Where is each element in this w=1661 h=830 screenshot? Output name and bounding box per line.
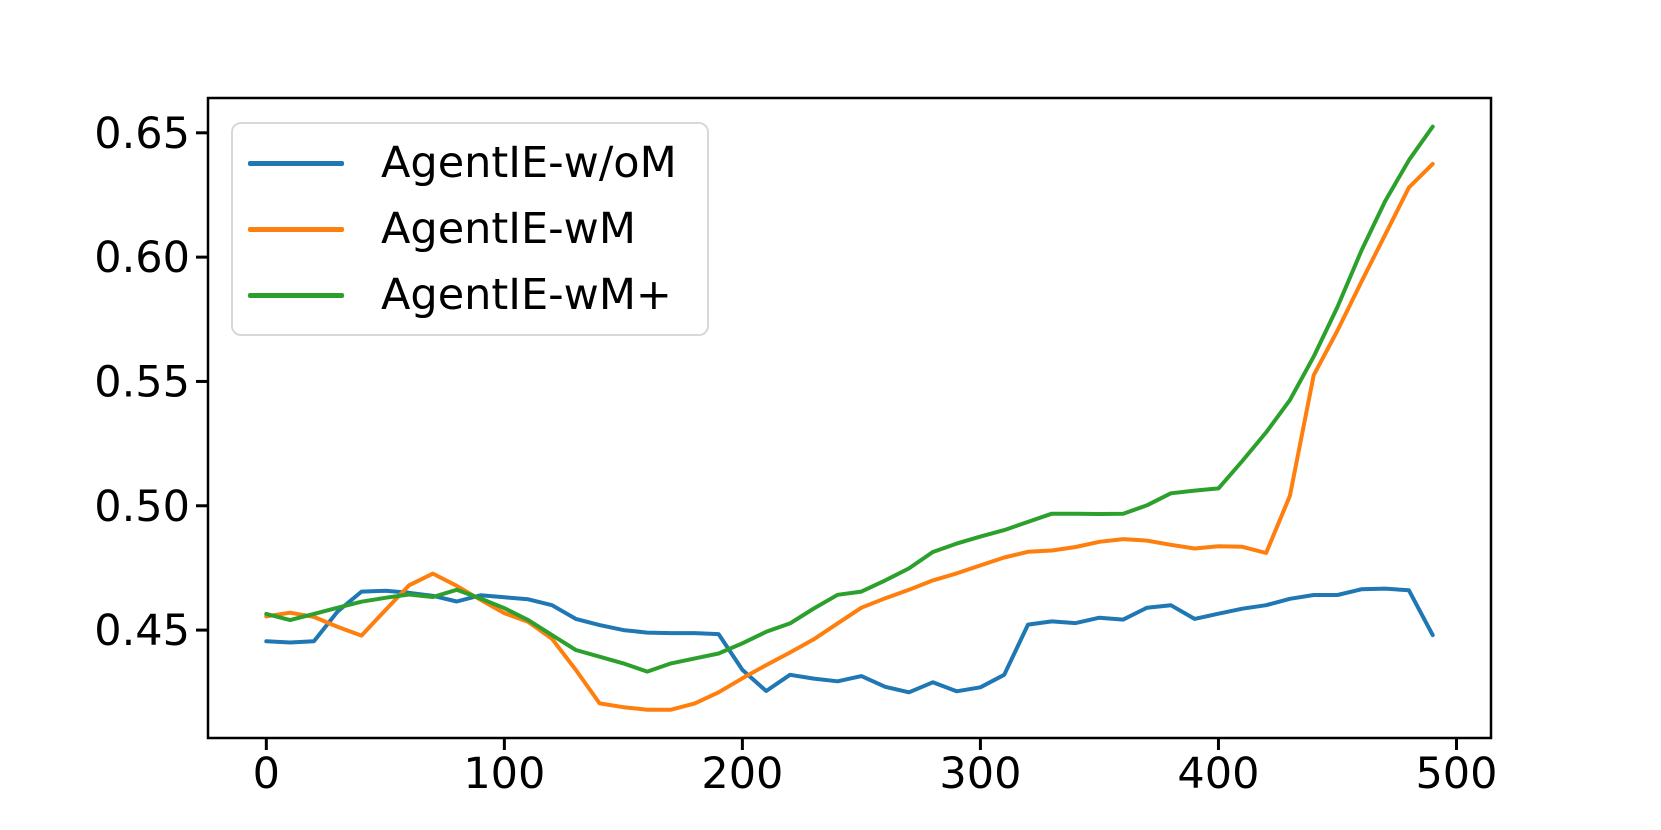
y-tick-label: 0.45: [94, 606, 190, 656]
legend-line-sample-blue-icon: [248, 160, 344, 166]
y-tick-label: 0.65: [94, 109, 190, 159]
x-axis-ticks: 0 100 200 300 400 500: [253, 738, 1498, 799]
legend-item-agentie-wm-plus: AgentIE-wM+: [233, 265, 707, 325]
legend-label: AgentIE-wM+: [381, 269, 672, 320]
x-tick-label: 0: [253, 749, 280, 799]
legend: AgentIE-w/oM AgentIE-wM AgentIE-wM+: [231, 122, 709, 336]
legend-item-agentie-wm: AgentIE-wM: [233, 199, 707, 259]
y-tick-label: 0.55: [94, 357, 190, 407]
y-axis-ticks: 0.45 0.50 0.55 0.60 0.65: [94, 109, 208, 656]
series-lines: [264, 124, 1435, 712]
x-tick-label: 500: [1415, 749, 1497, 799]
axes-frame: [206, 96, 1493, 740]
x-tick-label: 100: [463, 749, 545, 799]
data-line-agentie-w-om: [264, 586, 1435, 695]
legend-label: AgentIE-wM: [381, 203, 636, 254]
x-tick-label: 200: [701, 749, 783, 799]
y-tick-label: 0.60: [94, 233, 190, 283]
data-line-agentie-wm-: [264, 124, 1435, 674]
legend-item-agentie-wom: AgentIE-w/oM: [233, 133, 707, 193]
y-tick-label: 0.50: [94, 482, 190, 532]
x-tick-label: 300: [939, 749, 1021, 799]
legend-line-sample-green-icon: [248, 292, 344, 298]
legend-label: AgentIE-w/oM: [381, 137, 677, 188]
x-tick-label: 400: [1177, 749, 1259, 799]
data-line-agentie-wm: [264, 161, 1435, 712]
legend-line-sample-orange-icon: [248, 226, 344, 232]
